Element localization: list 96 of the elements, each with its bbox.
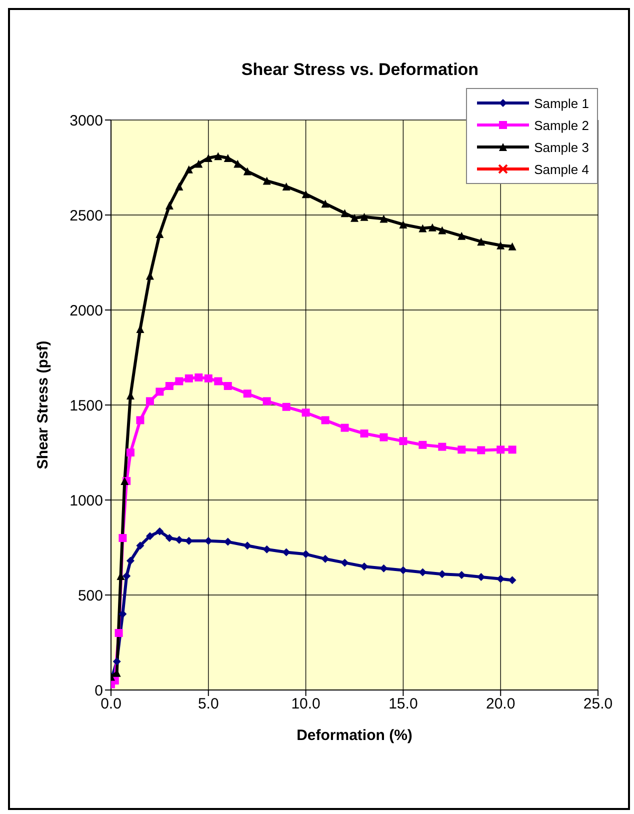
point: [194, 160, 203, 168]
point: [458, 232, 466, 240]
x-tick-label: 5.0: [198, 696, 219, 713]
point: [360, 562, 368, 570]
point: [262, 397, 271, 406]
point: [165, 382, 174, 390]
point: [214, 377, 222, 386]
point: [243, 542, 252, 550]
y-tick-label: 1000: [70, 492, 103, 510]
point: [118, 534, 127, 542]
point: [360, 430, 368, 438]
y-tick-label: 2000: [70, 302, 103, 320]
x-tick-label: 15.0: [388, 696, 418, 713]
point: [508, 576, 516, 584]
y-axis-title: Shear Stress (psf): [34, 340, 52, 470]
point: [428, 223, 436, 232]
point: [399, 566, 408, 574]
point: [508, 446, 516, 454]
point: [184, 374, 193, 382]
point: [477, 238, 486, 246]
point: [282, 548, 290, 556]
point: [418, 224, 427, 232]
point: [136, 416, 144, 424]
point: [340, 209, 349, 218]
point: [399, 220, 408, 228]
point: [360, 212, 368, 221]
point: [496, 574, 505, 583]
point: [380, 214, 388, 223]
point: [122, 572, 131, 580]
point: [234, 160, 242, 168]
y-tick-label: 0: [94, 682, 103, 700]
point: [477, 446, 486, 454]
point: [146, 532, 154, 540]
point: [165, 202, 174, 210]
point: [156, 230, 164, 238]
point: [438, 226, 446, 234]
point: [302, 408, 310, 417]
point: [262, 176, 271, 185]
chart-title: Shear Stress vs. Deformation: [240, 60, 480, 80]
legend-label: Sample 4: [534, 162, 589, 176]
point: [418, 440, 427, 449]
point: [112, 658, 121, 666]
legend-label: Sample 1: [534, 96, 589, 110]
point: [136, 542, 144, 550]
point: [118, 610, 127, 618]
point: [156, 388, 164, 396]
point: [418, 568, 427, 576]
point: [214, 152, 222, 160]
point: [126, 556, 134, 565]
point: [340, 424, 349, 432]
y-tick-label: 500: [78, 587, 103, 604]
point: [224, 382, 232, 390]
point: [321, 416, 330, 424]
point: [175, 377, 184, 386]
point: [380, 564, 388, 572]
point: [114, 629, 123, 637]
point: [340, 558, 349, 567]
point: [146, 397, 154, 406]
point: [146, 272, 154, 280]
x-tick-label: 0.0: [100, 696, 122, 713]
point: [321, 200, 330, 208]
y-tick-label: 1500: [70, 397, 103, 414]
point: [282, 402, 290, 411]
point: [262, 545, 271, 554]
x-tick-label: 25.0: [583, 696, 613, 713]
point: [282, 182, 290, 190]
x-tick-label: 20.0: [486, 696, 516, 713]
y-tick-label: 2500: [70, 207, 103, 224]
legend-label: Sample 3: [534, 140, 589, 154]
x-tick-label: 10.0: [291, 696, 320, 713]
point: [243, 390, 252, 398]
point: [175, 536, 184, 544]
point: [184, 165, 193, 174]
point: [496, 446, 505, 454]
point: [350, 214, 358, 222]
point: [175, 182, 184, 190]
point: [380, 433, 388, 442]
point: [496, 241, 505, 250]
point: [126, 448, 134, 456]
y-tick-label: 3000: [70, 112, 103, 130]
point: [156, 527, 164, 536]
x-axis-title: Deformation (%): [296, 727, 412, 744]
point: [438, 442, 446, 451]
point: [302, 190, 310, 198]
point: [243, 167, 252, 176]
point: [194, 373, 203, 382]
point: [458, 446, 466, 454]
point: [321, 554, 330, 563]
point: [204, 374, 212, 382]
point: [224, 154, 232, 162]
point: [302, 550, 310, 558]
point: [165, 534, 174, 542]
legend-label: Sample 2: [534, 118, 589, 132]
point: [204, 154, 212, 162]
point: [399, 437, 408, 446]
point: [508, 242, 516, 250]
